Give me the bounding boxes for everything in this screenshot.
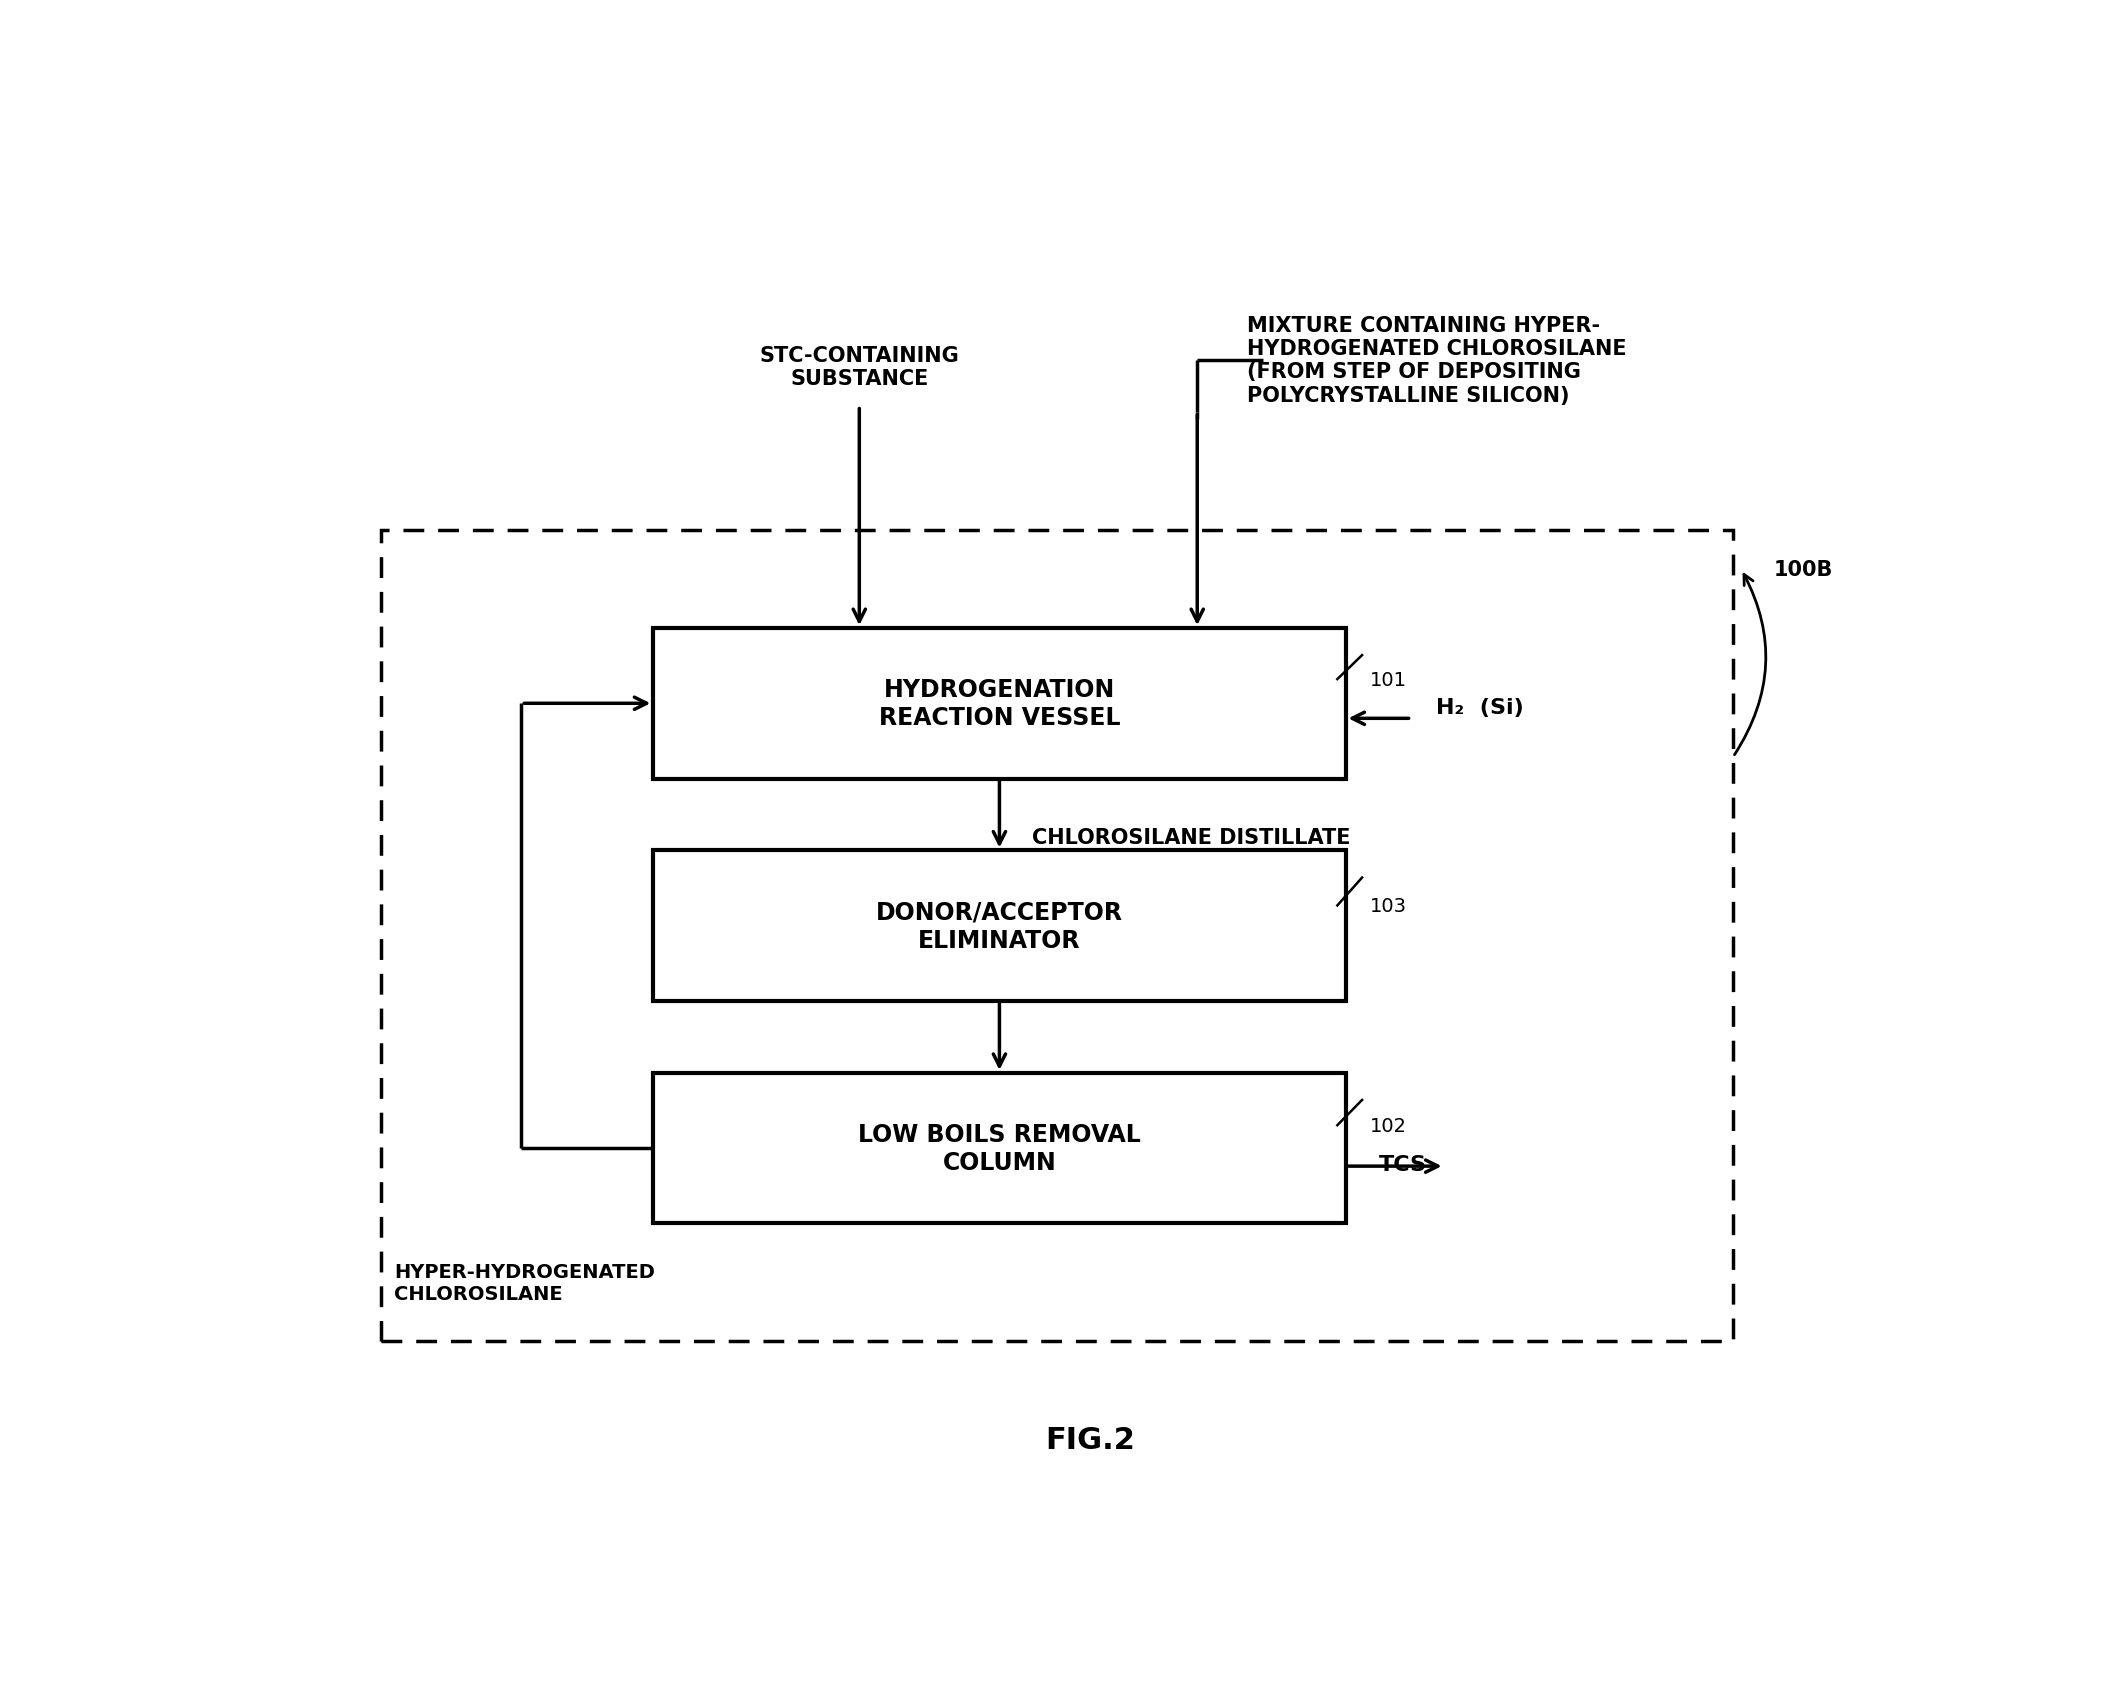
Text: H₂  (Si): H₂ (Si)	[1436, 698, 1525, 717]
Text: 101: 101	[1370, 671, 1408, 689]
Text: 103: 103	[1370, 897, 1408, 915]
Text: CHLOROSILANE DISTILLATE: CHLOROSILANE DISTILLATE	[1032, 829, 1351, 847]
Bar	[653, 628, 1346, 779]
Text: HYDROGENATION
REACTION VESSEL: HYDROGENATION REACTION VESSEL	[878, 678, 1121, 730]
Text: 100B: 100B	[1774, 560, 1833, 579]
Text: TCS: TCS	[1378, 1155, 1427, 1175]
Text: FIG.2: FIG.2	[1044, 1425, 1136, 1453]
Bar	[653, 1073, 1346, 1224]
Text: STC-CONTAINING
SUBSTANCE: STC-CONTAINING SUBSTANCE	[759, 346, 959, 389]
Text: MIXTURE CONTAINING HYPER-
HYDROGENATED CHLOROSILANE
(FROM STEP OF DEPOSITING
POL: MIXTURE CONTAINING HYPER- HYDROGENATED C…	[1246, 316, 1627, 406]
Text: 102: 102	[1370, 1116, 1408, 1134]
Bar	[381, 530, 1734, 1341]
Bar	[653, 851, 1346, 1002]
Text: LOW BOILS REMOVAL
COLUMN: LOW BOILS REMOVAL COLUMN	[857, 1122, 1140, 1175]
Text: DONOR/ACCEPTOR
ELIMINATOR: DONOR/ACCEPTOR ELIMINATOR	[876, 900, 1123, 953]
Text: HYPER-HYDROGENATED
CHLOROSILANE: HYPER-HYDROGENATED CHLOROSILANE	[393, 1262, 655, 1302]
